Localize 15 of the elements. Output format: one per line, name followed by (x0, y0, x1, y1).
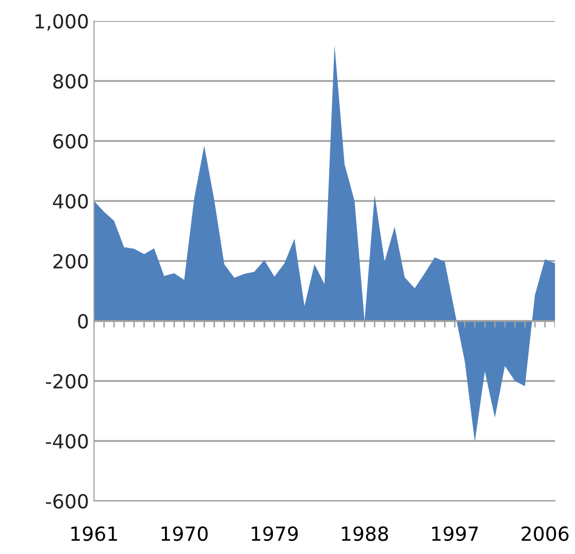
y-tick-label: -400 (46, 434, 88, 449)
y-tick-label: 400 (52, 194, 88, 209)
y-tick-label: 600 (53, 134, 88, 149)
x-tick-label: 2006 (522, 526, 568, 542)
y-tick-label: 800 (53, 74, 88, 89)
x-tick-label: 1961 (71, 526, 117, 542)
x-tick-label: 1988 (342, 526, 388, 542)
x-tick-label: 1970 (162, 526, 208, 542)
y-tick-label: -200 (46, 374, 88, 389)
y-tick-label: 0 (78, 314, 88, 329)
y-tick-label: 1,000 (36, 14, 88, 31)
y-tick-label: 200 (53, 254, 88, 269)
y-tick-label: -600 (46, 494, 88, 509)
x-tick-label: 1997 (432, 526, 478, 542)
x-tick-label: 1979 (252, 526, 298, 542)
